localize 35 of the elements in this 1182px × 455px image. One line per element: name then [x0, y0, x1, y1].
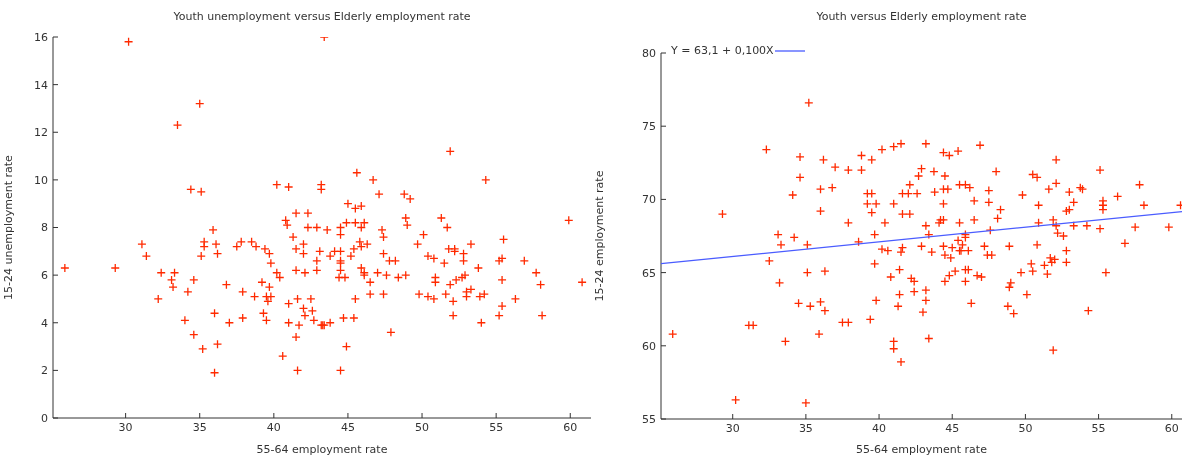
- y-axis-title: 15-24 unemployment rate: [1, 154, 15, 300]
- y-tick-label: 75: [642, 120, 656, 134]
- x-tick-label: 35: [798, 421, 813, 435]
- x-tick-label: 60: [1164, 421, 1179, 435]
- y-tick-label: 65: [642, 266, 656, 280]
- x-tick-label: 45: [340, 420, 355, 434]
- y-tick-label: 8: [41, 221, 48, 235]
- x-tick-label: 60: [563, 420, 578, 434]
- x-axis-title: 55-64 employment rate: [256, 443, 388, 455]
- y-tick-label: 6: [41, 269, 48, 283]
- chart-title: Youth versus Elderly employment rate: [815, 10, 1028, 23]
- y-tick-label: 0: [41, 411, 48, 425]
- y-tick-label: 10: [34, 173, 48, 187]
- y-tick-label: 2: [41, 364, 48, 378]
- x-tick-label: 40: [872, 421, 887, 435]
- x-tick-label: 30: [118, 420, 133, 434]
- y-axis-title: 15-24 employment rate: [592, 170, 606, 302]
- y-tick-label: 4: [41, 316, 48, 330]
- x-tick-label: 55: [489, 420, 504, 434]
- x-axis-title: 55-64 employment rate: [856, 443, 988, 455]
- x-tick-label: 55: [1091, 421, 1106, 435]
- x-tick-label: 30: [725, 421, 740, 435]
- chart-title: Youth unemployment versus Elderly employment rate: [172, 10, 472, 23]
- y-tick-label: 14: [34, 78, 48, 92]
- x-tick-label: 45: [945, 421, 960, 435]
- y-tick-label: 16: [34, 30, 48, 44]
- y-tick-label: 80: [642, 46, 656, 60]
- y-tick-label: 70: [642, 193, 656, 207]
- legend-label: Y = 63,1 + 0,100X: [671, 44, 774, 57]
- x-tick-label: 50: [415, 420, 430, 434]
- y-tick-label: 60: [642, 339, 656, 353]
- x-tick-label: 50: [1018, 421, 1033, 435]
- x-tick-label: 35: [192, 420, 207, 434]
- x-tick-label: 40: [266, 420, 281, 434]
- y-tick-label: 12: [34, 126, 48, 140]
